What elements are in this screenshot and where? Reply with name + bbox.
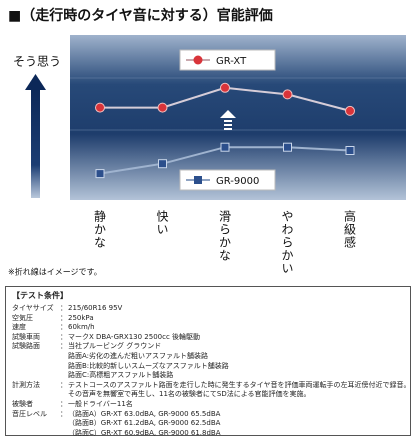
legend-box: [179, 169, 276, 191]
arrow-shaft: [31, 88, 40, 198]
point: [95, 102, 105, 113]
chart-title: ■（走行時のタイヤ音に対する）官能評価: [8, 7, 273, 24]
condition-label: タイヤサイズ: [12, 304, 54, 312]
condition-value: 路面B:比較的新しいスムーズなアスファルト舗装路: [68, 361, 229, 370]
legend-label: GR-XT: [216, 56, 247, 67]
condition-label: 被験者: [12, 400, 33, 408]
point: [157, 102, 168, 113]
condition-value: テストコースのアスファルト路面を走行した時に発生するタイヤ音を評価車両運転手の左…: [68, 380, 411, 389]
point: [158, 159, 167, 169]
point: [283, 142, 292, 152]
condition-value: （路面A）GR-XT 63.0dBA, GR-9000 65.5dBA: [68, 409, 221, 418]
condition-separator: ：: [60, 304, 67, 312]
point: [345, 146, 355, 155]
legend-marker: [193, 55, 203, 65]
conditions-title: 【テスト条件】: [12, 291, 68, 300]
x-tick-label: やわらかい: [280, 210, 294, 275]
condition-value: 路面C:高標粗アスファルト舗装路: [68, 371, 174, 380]
condition-separator: ：: [60, 313, 67, 322]
condition-value: 路面A:劣化の進んだ粗いアスファルト舗装路: [68, 352, 209, 360]
condition-label: 音圧レベル: [12, 409, 47, 418]
legend-marker: [194, 176, 202, 184]
x-tick-label: 静かな: [92, 210, 107, 249]
condition-value: 215/60R16 95V: [68, 304, 123, 312]
condition-value: 当社プルービング グラウンド: [68, 342, 162, 351]
up-hint-arrow: [220, 110, 236, 130]
condition-separator: ：: [60, 400, 67, 408]
point: [220, 82, 230, 93]
condition-value: （路面C）GR-XT 60.9dBA, GR-9000 61.8dBA: [68, 428, 221, 437]
condition-separator: ：: [60, 380, 67, 389]
condition-separator: ：: [60, 342, 67, 351]
condition-value: （路面B）GR-XT 61.2dBA, GR-9000 62.5dBA: [68, 419, 221, 428]
condition-label: 試験車両: [12, 332, 40, 341]
legend-box: [179, 49, 276, 71]
condition-label: 試験路面: [12, 342, 40, 351]
condition-separator: ：: [60, 332, 67, 341]
condition-value: 60km/h: [68, 323, 95, 332]
conditions-box: 【テスト条件】 タイヤサイズ： 215/60R16 95V 空気圧： 250kPa 速度…: [5, 286, 411, 437]
arrow-head: [25, 74, 46, 90]
condition-value: マークX DBA-GRX130 2500cc 後輪駆動: [68, 332, 201, 341]
condition-value: 250kPa: [68, 313, 94, 322]
condition-value: その音声を無響室で再生し、11名の被験者にてSD法による官能評価を実施。: [68, 390, 311, 399]
point: [345, 105, 355, 116]
x-tick-label: 滑らかな: [217, 210, 232, 262]
point: [95, 169, 105, 179]
y-axis-label: そう思う: [13, 55, 61, 69]
point: [220, 142, 230, 152]
x-tick-label: 快い: [155, 210, 169, 236]
condition-label: 計測方法: [12, 380, 40, 389]
x-tick-label: 高級感: [342, 210, 357, 249]
condition-label: 速度: [12, 323, 26, 332]
condition-separator: ：: [60, 323, 67, 332]
condition-separator: ：: [60, 409, 67, 418]
note: ※折れ線はイメージです。: [8, 267, 102, 277]
chart: ■（走行時のタイヤ音に対する）官能評価 そう思う ※折れ線はイメージです。 GR…: [8, 7, 406, 277]
legend-label: GR-9000: [216, 176, 259, 187]
condition-value: 一般ドライバー11名: [68, 400, 133, 408]
condition-label: 空気圧: [12, 313, 33, 322]
point: [282, 89, 293, 100]
